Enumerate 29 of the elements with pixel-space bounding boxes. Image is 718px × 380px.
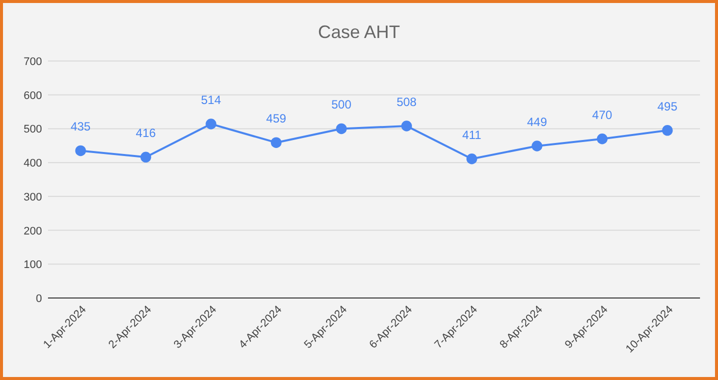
y-tick-label: 400 (24, 158, 42, 170)
data-label: 416 (136, 126, 156, 140)
y-tick-label: 200 (24, 225, 42, 238)
point (206, 118, 216, 130)
data-label: 411 (462, 128, 482, 142)
y-tick-label: 300 (24, 191, 42, 204)
point (140, 152, 152, 162)
point (466, 154, 478, 164)
data-label: 459 (266, 112, 287, 126)
data-label: 470 (592, 108, 613, 122)
y-tick-label: 600 (24, 90, 42, 102)
point (401, 120, 412, 132)
data-label: 514 (200, 92, 222, 107)
point (336, 123, 347, 134)
point (75, 145, 86, 156)
point (596, 134, 608, 144)
data-label: 435 (70, 120, 91, 134)
y-tick-label: 700 (24, 56, 42, 68)
y-tick-label: 100 (24, 259, 42, 272)
point (532, 140, 542, 152)
point (662, 125, 673, 136)
data-label: 508 (396, 95, 417, 110)
point (270, 137, 282, 148)
data-label: 495 (657, 99, 678, 114)
data-label: 449 (526, 114, 548, 129)
chart-title: Case AHT (318, 22, 400, 42)
y-tick-label: 0 (36, 293, 42, 305)
data-label: 500 (331, 98, 352, 112)
y-tick-label: 500 (24, 124, 42, 136)
